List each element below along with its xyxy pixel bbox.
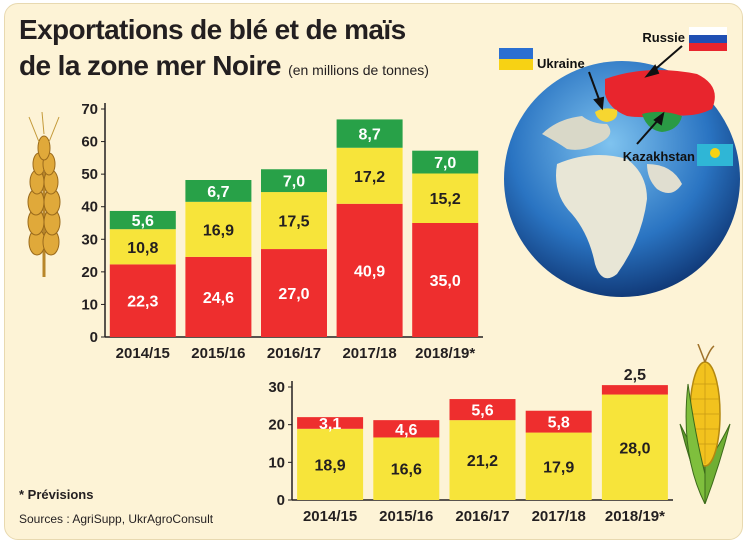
data-label: 5,8 xyxy=(548,415,570,432)
russia-region xyxy=(605,70,715,118)
data-label: 2,5 xyxy=(624,367,646,384)
y-tick-label: 10 xyxy=(268,454,285,471)
data-label: 27,0 xyxy=(278,286,309,303)
data-label: 15,2 xyxy=(430,191,461,208)
bar-segment-yellow xyxy=(185,201,252,257)
data-label: 10,8 xyxy=(127,240,158,257)
bar-segment-yellow xyxy=(449,420,516,500)
y-tick-label: 60 xyxy=(81,134,98,151)
data-label: 21,2 xyxy=(467,453,498,470)
x-tick-label: 2016/17 xyxy=(267,345,321,362)
bar-segment-red xyxy=(525,410,592,433)
bar-segment-green xyxy=(109,210,176,230)
bar-segment-yellow xyxy=(373,437,440,500)
y-tick-label: 20 xyxy=(268,417,285,434)
data-label: 6,7 xyxy=(207,184,229,201)
y-tick-label: 70 xyxy=(81,101,98,118)
globe-map: Russie Ukraine Kazakhstan xyxy=(499,27,740,297)
data-label: 22,3 xyxy=(127,294,158,311)
bar-segment-yellow xyxy=(336,147,403,204)
data-label: 24,6 xyxy=(203,290,234,307)
bar-segment-yellow xyxy=(525,432,592,500)
y-tick-label: 10 xyxy=(81,296,98,313)
bar-segment-yellow xyxy=(109,229,176,265)
data-label: 40,9 xyxy=(354,263,385,280)
data-label: 5,6 xyxy=(471,403,493,420)
map-arrows xyxy=(588,45,683,145)
russia-flag-icon xyxy=(689,27,727,51)
bar-segment-green xyxy=(336,119,403,148)
x-tick-label: 2015/16 xyxy=(191,345,245,362)
corn-cob-icon xyxy=(679,344,731,504)
y-tick-label: 0 xyxy=(90,329,98,346)
x-tick-label: 2014/15 xyxy=(116,345,170,362)
wheat-exports-chart: 0 10 20 30 40 50 60 70 22,3 10,8 5,6 2014/15 24,6 16,… xyxy=(81,101,483,362)
x-tick-label: 2017/18 xyxy=(342,345,396,362)
x-tick-label: 2014/15 xyxy=(303,508,357,525)
data-label: 3,1 xyxy=(319,416,341,433)
sources-footnote: Sources : AgriSupp, UkrAgroConsult xyxy=(19,512,214,526)
data-label: 35,0 xyxy=(430,273,461,290)
infographic-frame: Exportations de blé et de maïs de la zon… xyxy=(4,3,743,540)
data-label: 4,6 xyxy=(395,422,417,439)
data-label: 16,6 xyxy=(391,462,422,479)
bar-segment-yellow xyxy=(601,394,668,500)
europe-landmass xyxy=(542,116,611,150)
bar-segment-green xyxy=(412,150,479,174)
data-label: 7,0 xyxy=(434,155,456,172)
title-line-2: de la zone mer Noire (en millions de ton… xyxy=(19,50,429,82)
bar-segment-red xyxy=(601,385,668,395)
bar-segment-red xyxy=(109,264,176,337)
bar-segment-red xyxy=(261,249,327,337)
data-label: 8,7 xyxy=(358,127,380,144)
bar-segment-yellow xyxy=(297,428,364,500)
y-tick-label: 30 xyxy=(81,231,98,248)
y-tick-label: 30 xyxy=(268,379,285,396)
x-tick-label: 2016/17 xyxy=(455,508,509,525)
bar-segment-yellow xyxy=(261,192,327,250)
y-tick-label: 20 xyxy=(81,264,98,281)
data-label: 18,9 xyxy=(315,457,346,474)
ukraine-flag-icon xyxy=(499,48,533,70)
bar-segment-red xyxy=(336,203,403,337)
bar-segment-yellow xyxy=(412,173,479,223)
map-label-ukraine: Ukraine xyxy=(537,56,585,71)
y-tick-label: 50 xyxy=(81,166,98,183)
title-line-1: Exportations de blé et de maïs xyxy=(19,14,406,45)
wheat-ear-icon xyxy=(27,112,61,277)
data-label: 7,0 xyxy=(283,174,305,191)
unit-note: (en millions de tonnes) xyxy=(288,62,429,78)
map-label-russia: Russie xyxy=(642,30,685,45)
x-tick-label: 2018/19* xyxy=(605,508,665,525)
data-label: 16,9 xyxy=(203,222,234,239)
x-tick-label: 2015/16 xyxy=(379,508,433,525)
bar-segment-red xyxy=(185,256,252,337)
bar-segment-red xyxy=(412,223,479,337)
map-label-kazakhstan: Kazakhstan xyxy=(623,149,695,164)
x-tick-label: 2017/18 xyxy=(532,508,586,525)
data-label: 28,0 xyxy=(619,440,650,457)
data-label: 5,6 xyxy=(132,213,154,230)
y-tick-label: 40 xyxy=(81,199,98,216)
title-line-2-text: de la zone mer Noire xyxy=(19,50,281,81)
data-label: 17,2 xyxy=(354,169,385,186)
bar-segment-green xyxy=(261,169,327,193)
bar-segment-red xyxy=(373,420,440,438)
africa-landmass xyxy=(556,155,647,279)
bar-segment-red xyxy=(297,417,364,429)
kazakhstan-flag-icon xyxy=(697,144,733,166)
bar-segment-green xyxy=(185,180,252,202)
bar-segment-red xyxy=(449,399,516,421)
corn-exports-chart: 0 10 20 30 18,9 3,1 2014/15 16,6 4,6 2015/16 21,2 5… xyxy=(268,367,673,525)
x-tick-label: 2018/19* xyxy=(415,345,475,362)
y-tick-label: 0 xyxy=(277,492,285,509)
ukraine-region xyxy=(595,108,618,122)
forecast-footnote: * Prévisions xyxy=(19,487,94,502)
data-label: 17,9 xyxy=(543,459,574,476)
arabia-landmass xyxy=(647,164,682,193)
data-label: 17,5 xyxy=(278,214,309,231)
